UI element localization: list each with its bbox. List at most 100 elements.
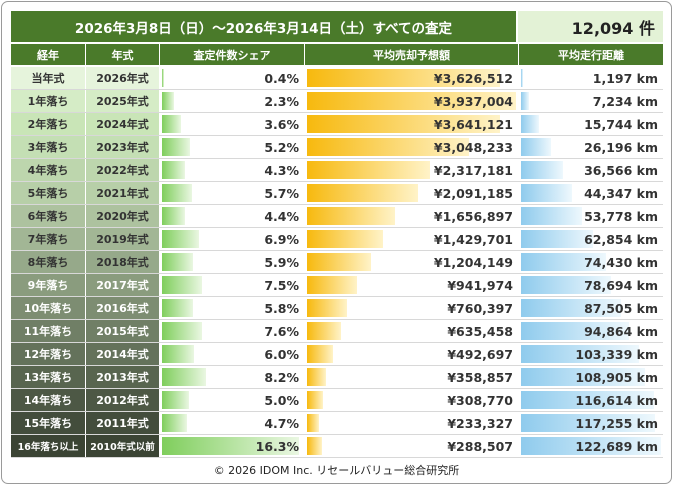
- share-value: 6.9%: [264, 231, 299, 247]
- km-bar: [521, 276, 611, 294]
- price-value: ¥635,458: [447, 323, 513, 339]
- share-bar: [162, 253, 194, 271]
- km-bar: [521, 253, 606, 271]
- share-bar: [162, 299, 193, 317]
- age-cell: 1年落ち: [11, 90, 85, 112]
- row-divider: [11, 158, 663, 159]
- age-cell: 15年落ち: [11, 412, 85, 434]
- share-bar: [162, 276, 202, 294]
- price-value: ¥941,974: [447, 277, 513, 293]
- age-cell: 8年落ち: [11, 251, 85, 273]
- km-cell: 53,778 km: [519, 205, 663, 227]
- row-divider: [11, 89, 663, 90]
- share-cell: 4.3%: [160, 159, 304, 181]
- share-bar: [162, 230, 199, 248]
- km-value: 108,905 km: [575, 369, 658, 385]
- price-bar: [307, 230, 383, 248]
- share-value: 4.3%: [264, 162, 299, 178]
- table-row: 10年落ち 2016年式 5.8% ¥760,397 87,505 km: [11, 297, 663, 319]
- share-value: 2.3%: [264, 93, 299, 109]
- age-cell: 9年落ち: [11, 274, 85, 296]
- share-value: 3.6%: [264, 116, 299, 132]
- price-value: ¥308,770: [447, 392, 513, 408]
- km-cell: 116,614 km: [519, 389, 663, 411]
- km-value: 44,347 km: [584, 185, 658, 201]
- km-bar: [521, 322, 630, 340]
- km-bar: [521, 115, 539, 133]
- price-cell: ¥288,507: [305, 435, 518, 457]
- total-count: 12,094 件: [518, 11, 663, 42]
- price-bar: [307, 276, 357, 294]
- table-row: 5年落ち 2021年式 5.7% ¥2,091,185 44,347 km: [11, 182, 663, 204]
- age-cell: 2年落ち: [11, 113, 85, 135]
- price-value: ¥288,507: [447, 438, 513, 454]
- year-cell: 2011年式: [86, 412, 159, 434]
- km-value: 117,255 km: [575, 415, 658, 431]
- price-value: ¥3,641,121: [433, 116, 513, 132]
- price-cell: ¥1,429,701: [305, 228, 518, 250]
- share-cell: 3.6%: [160, 113, 304, 135]
- price-cell: ¥635,458: [305, 320, 518, 342]
- share-value: 6.0%: [264, 346, 299, 362]
- share-bar: [162, 138, 190, 156]
- share-value: 5.0%: [264, 392, 299, 408]
- year-cell: 2020年式: [86, 205, 159, 227]
- price-cell: ¥760,397: [305, 297, 518, 319]
- age-cell: 7年落ち: [11, 228, 85, 250]
- price-bar: [307, 414, 320, 432]
- price-bar: [307, 138, 469, 156]
- share-cell: 7.5%: [160, 274, 304, 296]
- price-bar: [307, 115, 501, 133]
- share-bar: [162, 69, 165, 87]
- share-bar: [162, 115, 182, 133]
- price-value: ¥2,317,181: [433, 162, 513, 178]
- year-cell: 2016年式: [86, 297, 159, 319]
- age-cell: 16年落ち以上: [11, 435, 85, 457]
- age-cell: 4年落ち: [11, 159, 85, 181]
- col-header-share: 査定件数シェア: [160, 44, 304, 65]
- table-row: 15年落ち 2011年式 4.7% ¥233,327 117,255 km: [11, 412, 663, 434]
- share-cell: 5.9%: [160, 251, 304, 273]
- share-cell: 5.0%: [160, 389, 304, 411]
- share-bar: [162, 322, 203, 340]
- km-value: 74,430 km: [584, 254, 658, 270]
- share-bar: [162, 414, 188, 432]
- km-bar: [521, 345, 639, 363]
- km-value: 1,197 km: [592, 70, 658, 86]
- price-value: ¥1,656,897: [433, 208, 513, 224]
- col-header-year: 年式: [86, 44, 159, 65]
- price-cell: ¥3,048,233: [305, 136, 518, 158]
- share-cell: 2.3%: [160, 90, 304, 112]
- table-row: 11年落ち 2015年式 7.6% ¥635,458 94,864 km: [11, 320, 663, 342]
- share-value: 16.3%: [255, 438, 299, 454]
- km-cell: 122,689 km: [519, 435, 663, 457]
- km-cell: 7,234 km: [519, 90, 663, 112]
- age-cell: 11年落ち: [11, 320, 85, 342]
- km-value: 15,744 km: [584, 116, 658, 132]
- share-bar: [162, 161, 185, 179]
- col-header-price: 平均売却予想額: [305, 44, 518, 65]
- share-cell: 4.7%: [160, 412, 304, 434]
- table-row: 当年式 2026年式 0.4% ¥3,626,512 1,197 km: [11, 67, 663, 89]
- price-cell: ¥2,091,185: [305, 182, 518, 204]
- price-value: ¥3,048,233: [433, 139, 513, 155]
- share-bar: [162, 345, 194, 363]
- year-cell: 2017年式: [86, 274, 159, 296]
- age-cell: 3年落ち: [11, 136, 85, 158]
- km-cell: 117,255 km: [519, 412, 663, 434]
- row-divider: [11, 135, 663, 136]
- km-cell: 44,347 km: [519, 182, 663, 204]
- age-cell: 当年式: [11, 67, 85, 89]
- row-divider: [11, 181, 663, 182]
- row-divider: [11, 457, 663, 458]
- table-row: 9年落ち 2017年式 7.5% ¥941,974 78,694 km: [11, 274, 663, 296]
- km-bar: [521, 207, 583, 225]
- year-cell: 2021年式: [86, 182, 159, 204]
- age-cell: 5年落ち: [11, 182, 85, 204]
- share-value: 5.8%: [264, 300, 299, 316]
- table-row: 1年落ち 2025年式 2.3% ¥3,937,004 7,234 km: [11, 90, 663, 112]
- row-divider: [11, 273, 663, 274]
- km-value: 7,234 km: [592, 93, 658, 109]
- year-cell: 2013年式: [86, 366, 159, 388]
- share-value: 4.4%: [264, 208, 299, 224]
